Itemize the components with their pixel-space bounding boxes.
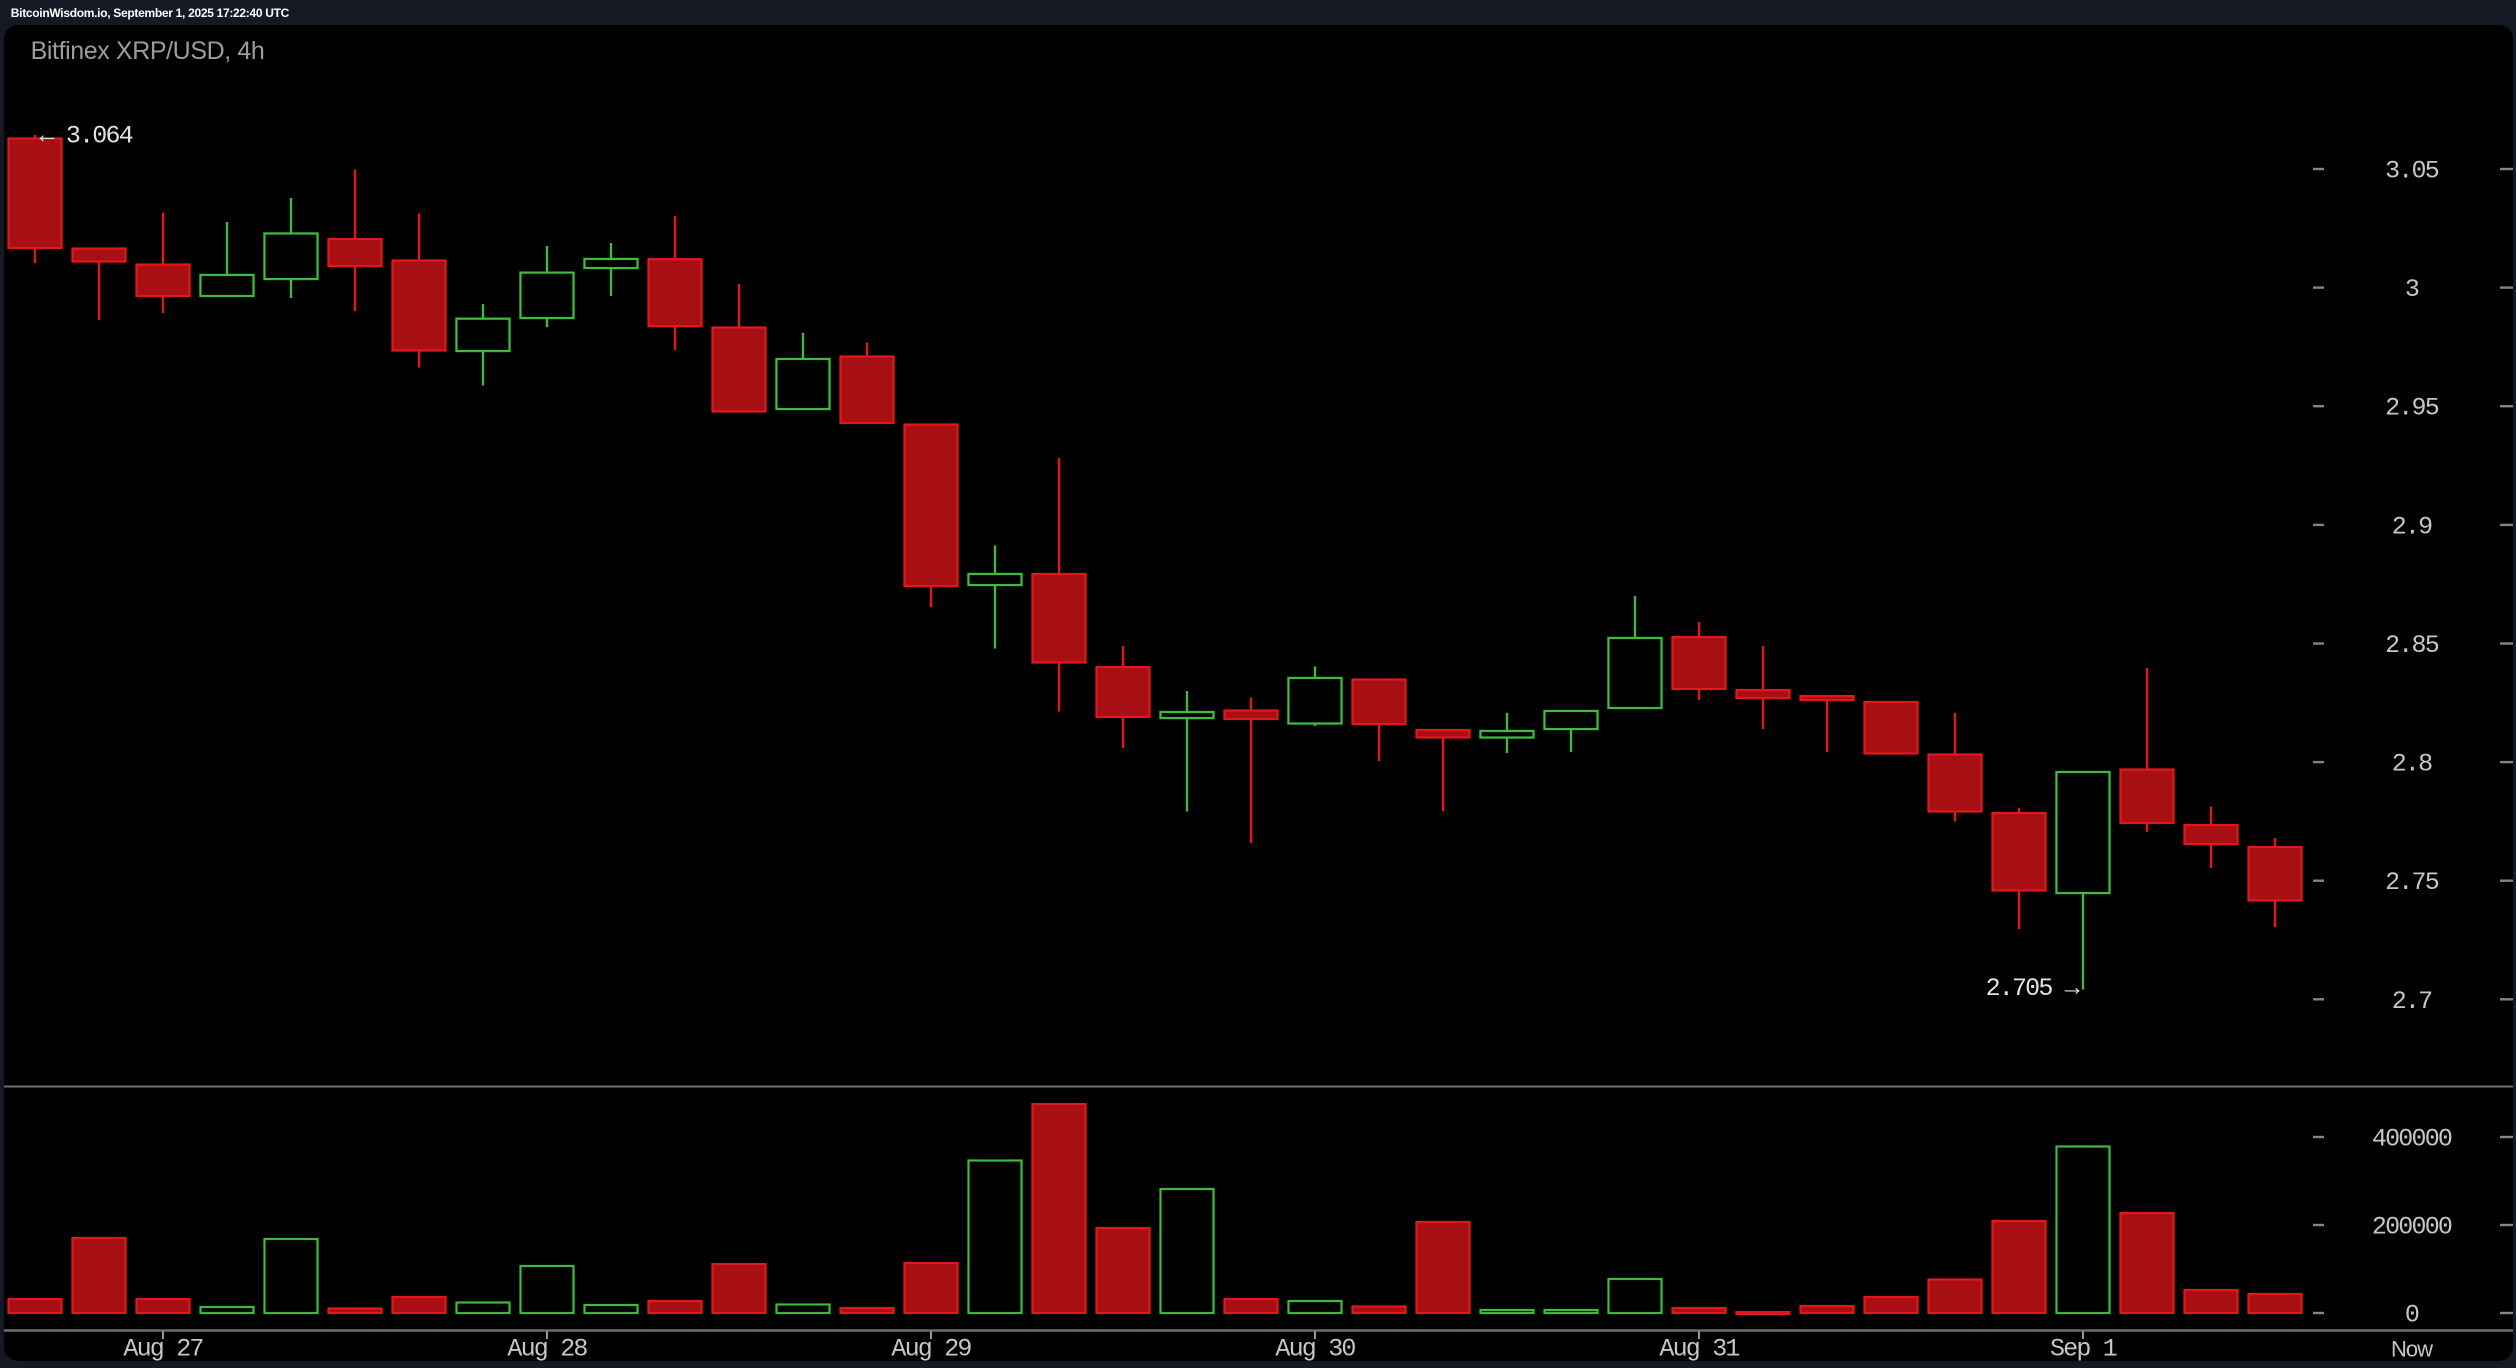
svg-text:BitcoinWisdom.io, September 1,: BitcoinWisdom.io, September 1, 2025 17:2… (11, 6, 290, 20)
svg-text:3: 3 (2405, 275, 2419, 304)
svg-text:400000: 400000 (2372, 1125, 2452, 1154)
svg-text:Aug 27: Aug 27 (123, 1335, 203, 1364)
svg-text:3.05: 3.05 (2385, 157, 2439, 186)
svg-text:0: 0 (2405, 1301, 2419, 1330)
svg-text:2.85: 2.85 (2385, 631, 2439, 660)
svg-text:200000: 200000 (2372, 1213, 2452, 1242)
svg-text:← 3.064: ← 3.064 (40, 122, 133, 151)
svg-text:2.9: 2.9 (2392, 512, 2432, 541)
svg-text:Now: Now (2391, 1337, 2433, 1362)
svg-text:2.7: 2.7 (2392, 987, 2432, 1016)
svg-text:Aug 31: Aug 31 (1659, 1335, 1739, 1364)
svg-text:2.8: 2.8 (2392, 750, 2432, 779)
svg-text:2.705 →: 2.705 → (1986, 974, 2080, 1003)
svg-text:2.75: 2.75 (2385, 868, 2439, 897)
svg-text:2.95: 2.95 (2385, 394, 2439, 423)
svg-text:Aug 28: Aug 28 (507, 1335, 587, 1364)
svg-text:Aug 30: Aug 30 (1275, 1335, 1355, 1364)
svg-text:Aug 29: Aug 29 (891, 1335, 971, 1364)
svg-text:Bitfinex XRP/USD, 4h: Bitfinex XRP/USD, 4h (31, 37, 265, 65)
svg-text:Sep 1: Sep 1 (2050, 1335, 2117, 1364)
